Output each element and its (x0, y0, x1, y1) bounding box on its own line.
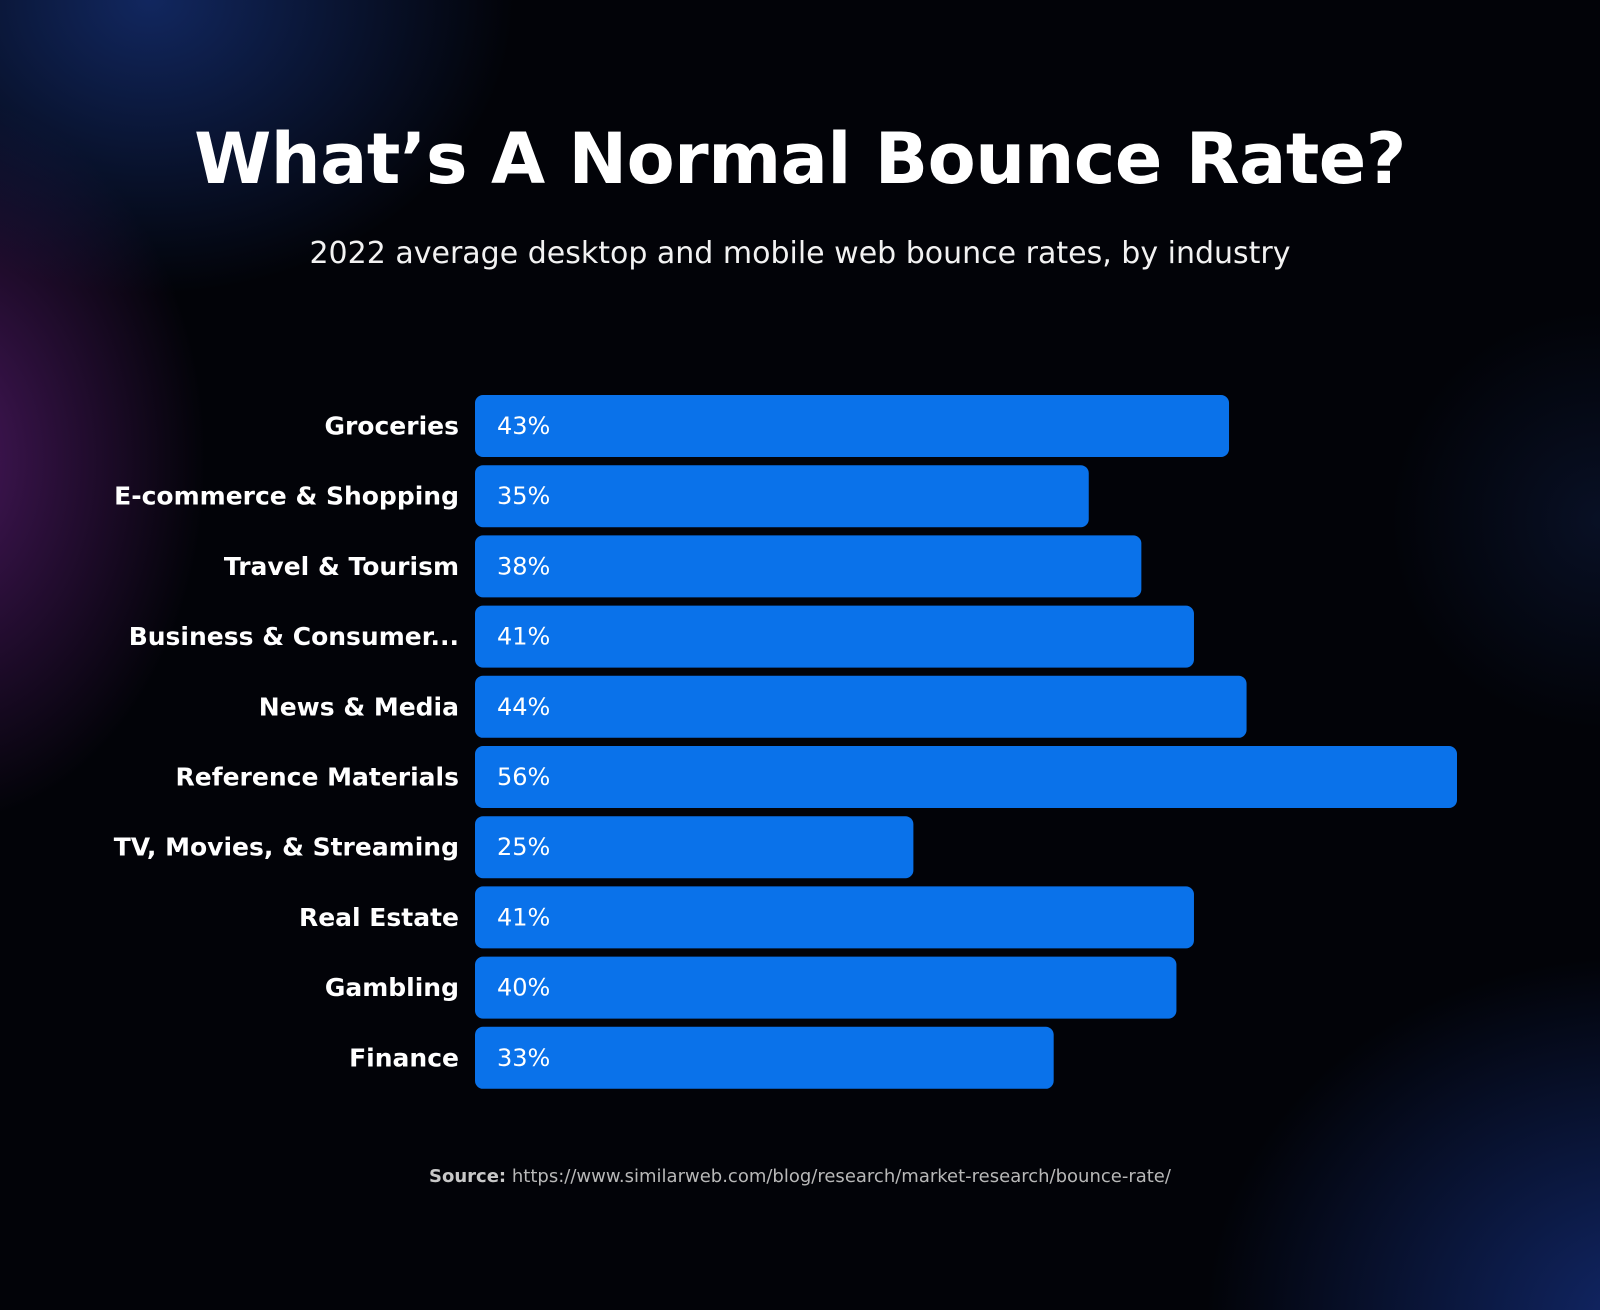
bar (475, 605, 1194, 668)
bar (475, 675, 1247, 738)
category-label: Groceries (324, 412, 459, 441)
chart-subtitle: 2022 average desktop and mobile web boun… (309, 236, 1291, 271)
bar-row: Travel & Tourism 38% (224, 535, 1142, 598)
bar-row: Groceries 43% (324, 395, 1230, 457)
source-note: Source: https://www.similarweb.com/blog/… (0, 1166, 1600, 1187)
bar (475, 1026, 1054, 1089)
bar-row: Finance 33% (349, 1026, 1054, 1089)
value-label: 43% (497, 412, 550, 440)
category-label: News & Media (259, 692, 459, 721)
bar (475, 956, 1177, 1019)
category-label: Gambling (325, 973, 459, 1002)
bar-row: TV, Movies, & Streaming 25% (114, 816, 914, 879)
value-label: 56% (497, 763, 550, 791)
category-label: Real Estate (299, 903, 459, 932)
bar (475, 465, 1089, 528)
category-label: Business & Consumer... (129, 622, 459, 651)
value-label: 41% (497, 903, 550, 931)
bar-row: Business & Consumer... 41% (129, 605, 1194, 668)
bar (475, 395, 1230, 457)
source-label: Source: (429, 1166, 507, 1187)
chart-title: What’s A Normal Bounce Rate? (194, 118, 1406, 200)
value-label: 33% (497, 1044, 550, 1072)
value-label: 35% (497, 482, 550, 510)
category-label: Reference Materials (176, 763, 459, 792)
source-url[interactable]: https://www.similarweb.com/blog/research… (511, 1166, 1171, 1187)
value-label: 41% (497, 623, 550, 651)
value-label: 25% (497, 833, 550, 861)
bar-row: Reference Materials 56% (176, 746, 1457, 808)
bar-row: E-commerce & Shopping 35% (114, 465, 1089, 528)
bar-row: News & Media 44% (259, 675, 1247, 738)
category-label: E-commerce & Shopping (114, 482, 459, 511)
bar (475, 746, 1457, 808)
bar (475, 535, 1142, 598)
bar (475, 886, 1194, 949)
value-label: 44% (497, 693, 550, 721)
category-label: TV, Movies, & Streaming (114, 833, 459, 862)
category-label: Travel & Tourism (224, 552, 459, 581)
bar (475, 816, 914, 879)
bar-row: Real Estate 41% (299, 886, 1194, 949)
value-label: 38% (497, 552, 550, 580)
category-label: Finance (349, 1043, 459, 1072)
bar-row: Gambling 40% (325, 956, 1177, 1019)
value-label: 40% (497, 974, 550, 1002)
